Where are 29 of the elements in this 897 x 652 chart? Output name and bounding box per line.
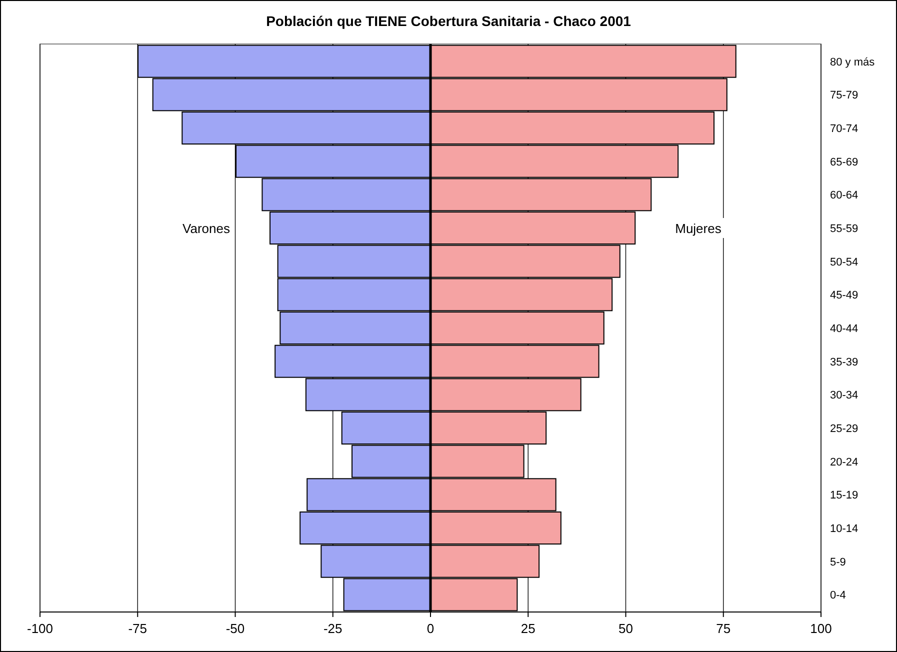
x-tick-label: -50 — [226, 621, 245, 636]
chart-title: Población que TIENE Cobertura Sanitaria - Chaco 2001 — [266, 13, 632, 29]
y-tick-label: 30-34 — [830, 390, 858, 402]
x-tick-label: 75 — [716, 621, 731, 636]
y-tick-label: 35-39 — [830, 356, 858, 368]
y-tick-label: 5-9 — [830, 556, 846, 568]
y-tick-label: 15-19 — [830, 490, 858, 502]
y-tick-label: 20-24 — [830, 456, 858, 468]
x-tick-label: -25 — [323, 621, 342, 636]
x-tick-label: -100 — [26, 621, 54, 636]
y-tick-label: 0-4 — [830, 590, 846, 602]
text: Mujeres — [675, 221, 722, 236]
x-tick-label: 100 — [810, 621, 832, 636]
y-tick-label: 25-29 — [830, 423, 858, 435]
x-tick-label: 0 — [426, 621, 434, 636]
x-tick-label: 25 — [520, 621, 536, 636]
y-tick-label: 40-44 — [830, 323, 858, 335]
y-tick-label: 80 y más — [830, 56, 876, 68]
text: Varones — [182, 221, 230, 236]
y-tick-label: 75-79 — [830, 90, 858, 102]
x-tick-label: 50 — [618, 621, 633, 636]
y-tick-label: 55-59 — [830, 223, 858, 235]
x-tick-label: -75 — [128, 621, 148, 636]
y-tick-label: 10-14 — [830, 523, 858, 535]
y-tick-label: 70-74 — [830, 123, 858, 135]
y-tick-label: 60-64 — [830, 190, 858, 202]
y-tick-label: 50-54 — [830, 256, 858, 268]
y-tick-label: 45-49 — [830, 290, 858, 302]
y-tick-label: 65-69 — [830, 156, 858, 168]
